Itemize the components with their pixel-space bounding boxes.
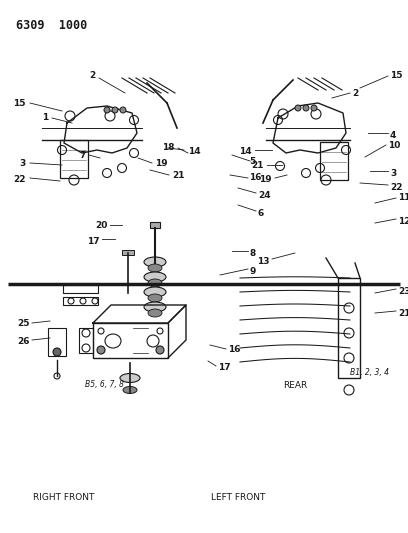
Text: 24: 24: [258, 190, 271, 199]
Text: 11: 11: [398, 193, 408, 203]
Text: 13: 13: [257, 256, 270, 265]
Ellipse shape: [148, 264, 162, 272]
Text: 19: 19: [155, 158, 168, 167]
Text: B1, 2, 3, 4: B1, 2, 3, 4: [350, 368, 389, 377]
Ellipse shape: [148, 309, 162, 317]
Ellipse shape: [148, 294, 162, 302]
Text: 2: 2: [352, 88, 358, 98]
Ellipse shape: [144, 257, 166, 267]
Text: 12: 12: [398, 216, 408, 225]
Text: LEFT FRONT: LEFT FRONT: [211, 492, 266, 502]
Circle shape: [156, 346, 164, 354]
Text: REAR: REAR: [283, 381, 307, 390]
Text: 16: 16: [249, 174, 262, 182]
Circle shape: [295, 105, 301, 111]
Ellipse shape: [144, 302, 166, 312]
Text: 15: 15: [390, 71, 403, 80]
Text: 3: 3: [390, 168, 396, 177]
Text: 21: 21: [398, 309, 408, 318]
Text: 20: 20: [95, 221, 108, 230]
Text: 10: 10: [388, 141, 400, 149]
Bar: [63, 285, 98, 293]
Text: 17: 17: [87, 237, 100, 246]
Text: 23: 23: [398, 287, 408, 295]
Bar: [320, 142, 348, 180]
Ellipse shape: [144, 272, 166, 282]
Text: B5, 6, 7, 8: B5, 6, 7, 8: [85, 381, 124, 390]
Text: 14: 14: [188, 147, 201, 156]
Text: 1: 1: [42, 114, 48, 123]
Text: 21: 21: [172, 171, 184, 180]
Bar: [338, 278, 360, 378]
Text: 21: 21: [251, 160, 264, 169]
Text: RIGHT FRONT: RIGHT FRONT: [33, 492, 94, 502]
Bar: [93, 323, 168, 358]
Text: 6: 6: [258, 208, 264, 217]
Text: 8: 8: [249, 248, 255, 257]
FancyBboxPatch shape: [122, 250, 134, 255]
Circle shape: [104, 107, 110, 113]
Circle shape: [120, 107, 126, 113]
Bar: [48, 328, 66, 356]
Text: 2: 2: [90, 71, 96, 80]
Circle shape: [97, 346, 105, 354]
Circle shape: [303, 105, 309, 111]
Text: 22: 22: [13, 175, 26, 184]
Text: 4: 4: [390, 131, 397, 140]
Text: 16: 16: [228, 345, 240, 354]
Ellipse shape: [120, 374, 140, 383]
Text: 22: 22: [390, 182, 403, 191]
Text: 14: 14: [239, 147, 252, 156]
Circle shape: [53, 348, 61, 356]
FancyBboxPatch shape: [150, 222, 160, 228]
Text: 5: 5: [249, 157, 255, 166]
Text: 6309  1000: 6309 1000: [16, 19, 88, 31]
Bar: [79, 328, 93, 353]
Text: 17: 17: [218, 364, 231, 373]
Text: 26: 26: [18, 336, 30, 345]
Text: 18: 18: [162, 143, 175, 152]
Text: 7: 7: [80, 150, 86, 159]
Bar: [60, 140, 88, 178]
Text: 3: 3: [20, 158, 26, 167]
Circle shape: [112, 107, 118, 113]
Text: 15: 15: [13, 99, 26, 108]
Bar: [63, 297, 98, 305]
Ellipse shape: [144, 287, 166, 297]
Circle shape: [311, 105, 317, 111]
Text: 9: 9: [249, 266, 255, 276]
Ellipse shape: [123, 386, 137, 393]
Ellipse shape: [148, 279, 162, 287]
Text: 25: 25: [18, 319, 30, 327]
Text: 19: 19: [259, 175, 272, 184]
